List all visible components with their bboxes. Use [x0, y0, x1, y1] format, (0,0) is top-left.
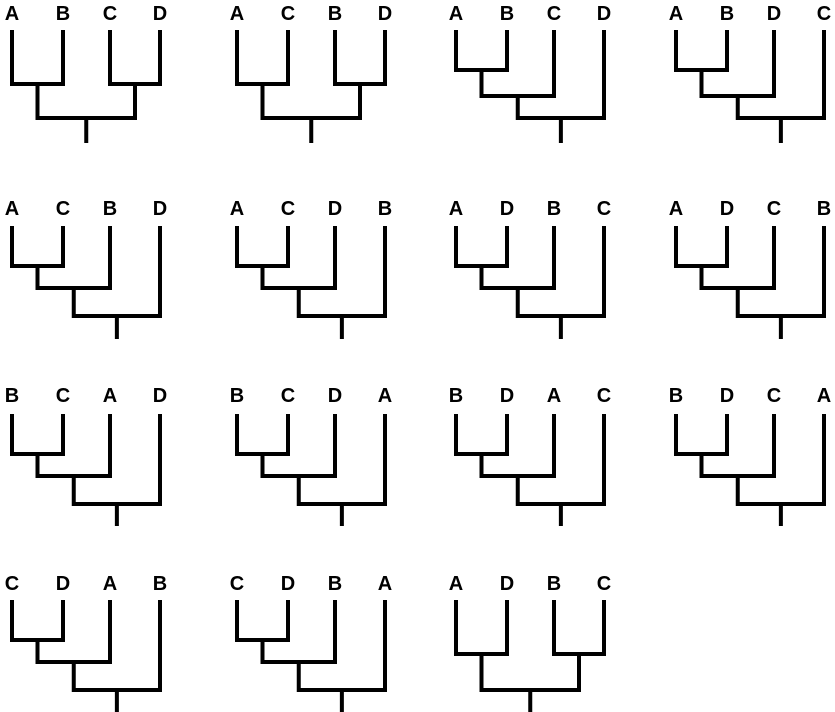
tree-10-leaf-label-4: A: [378, 385, 392, 407]
tree-8-leaf-label-1: A: [669, 198, 683, 220]
tree-12-leaf-label-2: D: [720, 385, 734, 407]
tree-3-leaf-label-1: A: [449, 3, 463, 25]
tree-14-leaf-label-4: A: [378, 573, 392, 595]
tree-2-leaf-label-2: C: [281, 3, 295, 25]
tree-4-leaf-label-2: B: [720, 3, 734, 25]
tree-5-leaf-label-1: A: [5, 198, 19, 220]
tree-6-branches: [235, 226, 387, 339]
tree-11-branches: [454, 414, 606, 526]
tree-4-leaf-label-4: C: [817, 3, 831, 25]
tree-10-branches: [235, 414, 387, 526]
tree-5-leaf-label-2: C: [56, 198, 70, 220]
tree-12-leaf-label-4: A: [817, 385, 831, 407]
tree-3: A B C D: [449, 3, 611, 143]
tree-14-leaf-label-2: D: [281, 573, 295, 595]
tree-10-leaf-label-1: B: [230, 385, 244, 407]
tree-2-branches: [235, 30, 387, 143]
tree-1-leaf-label-1: A: [5, 3, 19, 25]
tree-15-leaf-label-4: C: [597, 573, 611, 595]
tree-13-leaf-label-4: B: [153, 573, 167, 595]
tree-7-leaf-label-3: B: [547, 198, 561, 220]
tree-8-leaf-label-2: D: [720, 198, 734, 220]
tree-9-branches: [10, 414, 162, 526]
tree-3-leaf-label-4: D: [597, 3, 611, 25]
tree-7-leaf-label-4: C: [597, 198, 611, 220]
tree-6-leaf-label-1: A: [230, 198, 244, 220]
tree-9-leaf-label-1: B: [5, 385, 19, 407]
tree-14-leaf-label-1: C: [230, 573, 244, 595]
tree-2-leaf-label-1: A: [230, 3, 244, 25]
tree-3-branches: [454, 30, 606, 143]
tree-2-leaf-label-4: D: [378, 3, 392, 25]
tree-14-leaf-label-3: B: [328, 573, 342, 595]
tree-10-leaf-label-2: C: [281, 385, 295, 407]
tree-1: A B C D: [5, 3, 167, 143]
tree-7-leaf-label-2: D: [500, 198, 514, 220]
tree-15-leaf-label-1: A: [449, 573, 463, 595]
tree-9-leaf-label-3: A: [103, 385, 117, 407]
tree-4-branches: [674, 30, 826, 143]
tree-6-leaf-label-2: C: [281, 198, 295, 220]
tree-7-leaf-label-1: A: [449, 198, 463, 220]
tree-8-leaf-label-4: B: [817, 198, 831, 220]
tree-1-leaf-label-4: D: [153, 3, 167, 25]
tree-13-leaf-label-2: D: [56, 573, 70, 595]
tree-12-leaf-label-3: C: [767, 385, 781, 407]
tree-15-leaf-label-2: D: [500, 573, 514, 595]
tree-8-branches: [674, 226, 826, 339]
tree-9-leaf-label-2: C: [56, 385, 70, 407]
tree-13-branches: [10, 600, 162, 712]
tree-6-leaf-label-4: B: [378, 198, 392, 220]
tree-13-leaf-label-3: A: [103, 573, 117, 595]
tree-1-leaf-label-3: C: [103, 3, 117, 25]
tree-5-branches: [10, 226, 162, 339]
tree-15-branches: [454, 600, 606, 712]
tree-6-leaf-label-3: D: [328, 198, 342, 220]
tree-11-leaf-label-3: A: [547, 385, 561, 407]
tree-4-leaf-label-1: A: [669, 3, 683, 25]
tree-11-leaf-label-4: C: [597, 385, 611, 407]
tree-12-leaf-label-1: B: [669, 385, 683, 407]
tree-10-leaf-label-3: D: [328, 385, 342, 407]
tree-15-leaf-label-3: B: [547, 573, 561, 595]
tree-7-branches: [454, 226, 606, 339]
tree-14-branches: [235, 600, 387, 712]
tree-8-leaf-label-3: C: [767, 198, 781, 220]
tree-3-leaf-label-2: B: [500, 3, 514, 25]
tree-5-leaf-label-3: B: [103, 198, 117, 220]
tree-9-leaf-label-4: D: [153, 385, 167, 407]
tree-3-leaf-label-3: C: [547, 3, 561, 25]
tree-12-branches: [674, 414, 826, 526]
tree-2-leaf-label-3: B: [328, 3, 342, 25]
tree-5-leaf-label-4: D: [153, 198, 167, 220]
tree-1-leaf-label-2: B: [56, 3, 70, 25]
tree-11-leaf-label-2: D: [500, 385, 514, 407]
tree-13-leaf-label-1: C: [5, 573, 19, 595]
tree-1-branches: [10, 30, 162, 143]
tree-11-leaf-label-1: B: [449, 385, 463, 407]
tree-4-leaf-label-3: D: [767, 3, 781, 25]
